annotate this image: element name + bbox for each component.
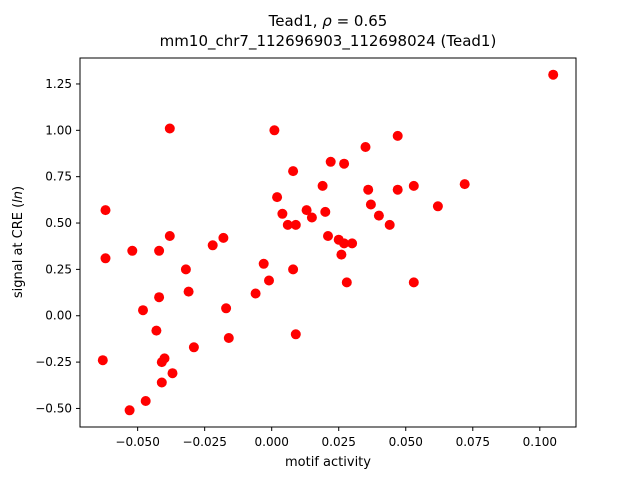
data-point bbox=[384, 219, 395, 230]
data-point bbox=[223, 333, 234, 343]
data-point bbox=[323, 231, 333, 241]
data-point bbox=[408, 180, 419, 191]
data-point bbox=[392, 184, 403, 195]
data-point bbox=[325, 156, 336, 167]
data-point bbox=[347, 238, 358, 249]
x-tick-label: 0.050 bbox=[389, 435, 423, 449]
data-point bbox=[301, 205, 312, 216]
data-point bbox=[290, 219, 301, 230]
data-point bbox=[124, 405, 135, 416]
data-point bbox=[288, 264, 299, 275]
x-tick-label: 0.100 bbox=[523, 435, 557, 449]
y-axis-label: signal at CRE (ln) bbox=[11, 186, 26, 298]
y-tick-label: 0.25 bbox=[45, 262, 72, 276]
data-point bbox=[320, 206, 331, 217]
data-point bbox=[164, 231, 175, 241]
data-point bbox=[167, 368, 178, 379]
data-point bbox=[336, 249, 347, 260]
rho-symbol: ρ bbox=[322, 12, 332, 30]
data-point bbox=[459, 179, 470, 190]
data-point bbox=[269, 125, 280, 136]
data-point bbox=[360, 142, 371, 152]
data-point bbox=[408, 277, 419, 288]
data-point bbox=[277, 208, 288, 219]
data-point bbox=[183, 286, 194, 297]
data-point bbox=[306, 212, 317, 223]
x-axis-label: motif activity bbox=[285, 455, 371, 470]
x-tick-label: −0.025 bbox=[182, 435, 226, 449]
data-point bbox=[432, 201, 443, 212]
data-point bbox=[264, 275, 274, 286]
data-point bbox=[373, 210, 384, 221]
data-point bbox=[341, 277, 352, 288]
data-point bbox=[180, 264, 191, 275]
data-point bbox=[159, 353, 170, 364]
data-point bbox=[140, 396, 151, 406]
data-point bbox=[317, 180, 328, 191]
data-point bbox=[97, 355, 108, 366]
data-point bbox=[207, 240, 218, 251]
chart-title: Tead1, ρ = 0.65 bbox=[268, 12, 388, 30]
data-point bbox=[392, 130, 403, 141]
x-tick-label: 0.075 bbox=[456, 435, 490, 449]
y-tick-label: −0.50 bbox=[35, 401, 72, 415]
data-point bbox=[154, 292, 165, 303]
chart-subtitle: mm10_chr7_112696903_112698024 (Tead1) bbox=[160, 32, 497, 51]
data-point bbox=[288, 166, 299, 177]
data-point bbox=[164, 123, 175, 134]
data-point bbox=[363, 184, 374, 195]
data-point bbox=[100, 205, 111, 216]
data-point bbox=[218, 232, 229, 243]
points-layer bbox=[97, 69, 559, 416]
x-tick-label: −0.050 bbox=[115, 435, 159, 449]
data-point bbox=[272, 192, 283, 203]
y-tick-label: 0.00 bbox=[45, 309, 72, 323]
data-point bbox=[188, 342, 199, 353]
data-point bbox=[250, 288, 261, 299]
x-tick-label: 0.000 bbox=[255, 435, 289, 449]
data-point bbox=[365, 199, 376, 210]
data-point bbox=[151, 325, 162, 336]
data-point bbox=[282, 219, 293, 230]
data-point bbox=[138, 305, 148, 316]
data-point bbox=[127, 245, 138, 256]
y-tick-label: 0.75 bbox=[45, 170, 72, 184]
data-point bbox=[339, 158, 350, 169]
y-tick-label: 1.25 bbox=[45, 77, 72, 91]
data-point bbox=[258, 258, 269, 269]
y-tick-label: 1.00 bbox=[45, 123, 72, 137]
plot-frame bbox=[79, 57, 577, 428]
data-point bbox=[156, 377, 167, 388]
data-point bbox=[221, 303, 232, 314]
data-point bbox=[154, 245, 165, 256]
data-point bbox=[339, 238, 350, 249]
ticks-layer: −0.050 −0.025 0.000 0.025 0.050 0.075 0.100 −0.… bbox=[35, 77, 557, 449]
y-tick-label: −0.25 bbox=[35, 355, 72, 369]
y-tick-label: 0.50 bbox=[45, 216, 72, 230]
data-point bbox=[548, 69, 559, 80]
data-point bbox=[290, 329, 301, 340]
data-point bbox=[100, 253, 111, 264]
x-tick-label: 0.025 bbox=[322, 435, 356, 449]
